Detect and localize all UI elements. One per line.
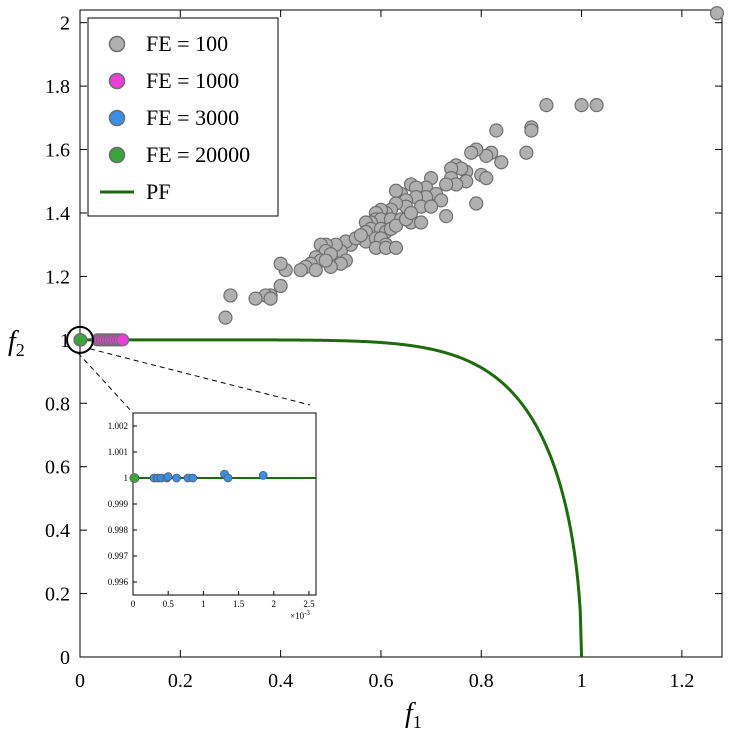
x-tick-label: 0.6 — [368, 670, 393, 692]
main-plot-area: 0 0.2 0.4 0.6 0.8 1 1.2 0 0.2 0.4 0.6 0.8 1 1.2 1.4 1.6… — [45, 6, 725, 692]
inset-x-tick-label: 2 — [272, 599, 277, 609]
y-tick-label: 0.4 — [45, 520, 70, 542]
y-tick-label: 1.4 — [45, 203, 70, 225]
legend-label: FE = 100 — [146, 31, 228, 56]
data-point — [479, 148, 494, 163]
inset-x-tick-label: 0.5 — [163, 599, 175, 609]
data-point — [423, 199, 439, 214]
data-point — [464, 145, 479, 160]
x-tick-label: 0 — [75, 670, 85, 692]
data-point — [223, 288, 238, 303]
inset-y-tick-label: 1.001 — [108, 447, 128, 457]
x-axis-label: f1 — [405, 698, 422, 732]
data-point — [439, 177, 454, 192]
pareto-front-line — [80, 338, 584, 658]
y-tick-label: 1 — [60, 330, 70, 352]
x-tick-label: 1 — [577, 670, 587, 692]
data-point — [434, 193, 449, 208]
inset-data-point — [163, 472, 173, 482]
data-point — [116, 333, 130, 347]
legend-swatch-marker — [108, 109, 126, 127]
inset-data-point — [129, 473, 140, 483]
y-tick-label: 0.2 — [45, 584, 70, 606]
legend-swatch-marker — [108, 72, 126, 90]
legend-swatch-marker — [108, 35, 126, 53]
data-point — [494, 155, 509, 170]
legend-label: FE = 20000 — [146, 142, 250, 167]
inset-data-point — [172, 473, 182, 483]
inset-data-point — [188, 473, 198, 483]
x-tick-label: 1.2 — [669, 670, 694, 692]
y-tick-label: 1.2 — [45, 266, 70, 288]
inset-x-tick-label: 0 — [131, 599, 136, 609]
inset-x-tick-label: 1 — [201, 599, 206, 609]
inset-data-point — [258, 470, 268, 480]
y-tick-label: 0.8 — [45, 393, 70, 415]
data-point — [489, 123, 504, 138]
inset-y-tick-label: 0.999 — [108, 499, 129, 509]
legend-label: FE = 1000 — [146, 68, 239, 93]
legend-label: PF — [146, 179, 170, 204]
x-tick-label: 0.8 — [469, 670, 494, 692]
y-tick-label: 1.8 — [45, 76, 70, 98]
data-point — [353, 228, 368, 243]
data-point — [403, 205, 419, 221]
data-point — [318, 253, 333, 268]
zoom-circle — [66, 325, 94, 354]
inset-frame — [132, 412, 317, 596]
data-point — [439, 209, 454, 224]
inset-y-tick-label: 0.996 — [108, 577, 129, 587]
inset-y-tick-label: 1 — [124, 473, 129, 483]
data-point — [524, 123, 539, 138]
data-point — [248, 291, 263, 306]
legend-swatch-marker — [108, 146, 126, 164]
data-point — [388, 240, 404, 255]
inset-x-exponent: ×10-3 — [290, 609, 310, 621]
inset-x-tick-label: 2.5 — [303, 599, 315, 609]
data-point — [413, 215, 429, 230]
y-tick-label: 0 — [60, 647, 70, 669]
inset-x-tick-label: 1.5 — [233, 599, 245, 609]
data-point — [469, 196, 484, 211]
legend-label: FE = 3000 — [146, 105, 239, 130]
inset-y-tick-label: 1.002 — [108, 421, 128, 431]
data-point — [589, 98, 604, 113]
data-point — [218, 310, 233, 325]
data-point — [263, 291, 278, 306]
legend: FE = 100 FE = 1000 FE = 3000 FE = 20000 PF — [87, 17, 279, 217]
inset-y-tick-label: 0.998 — [108, 525, 129, 535]
inset-data-point — [223, 473, 233, 483]
data-point — [539, 98, 554, 113]
zoom-leader-line — [89, 348, 311, 406]
x-tick-label: 0.4 — [268, 670, 293, 692]
data-point — [574, 98, 589, 113]
x-tick-label: 0.2 — [168, 670, 193, 692]
data-point — [273, 256, 288, 271]
y-tick-label: 1.6 — [45, 140, 70, 162]
inset-y-tick-label: 0.997 — [108, 551, 129, 561]
data-point — [388, 183, 404, 198]
y-tick-label: 0.6 — [45, 457, 70, 479]
data-point — [308, 262, 323, 278]
inset-zoom-plot: 0 0.5 1 1.5 2 2.5 0.996 0.997 0.998 0.999 1 1.001 1.… — [77, 348, 317, 621]
y-tick-label: 2 — [60, 13, 70, 35]
zoom-leader-line — [77, 352, 134, 414]
data-point — [519, 145, 534, 160]
data-point — [73, 333, 88, 347]
y-axis-label: f2 — [8, 326, 25, 360]
data-point — [293, 262, 308, 278]
data-point — [479, 170, 494, 186]
data-point — [388, 218, 404, 233]
data-point — [273, 278, 288, 294]
data-point — [709, 6, 725, 21]
